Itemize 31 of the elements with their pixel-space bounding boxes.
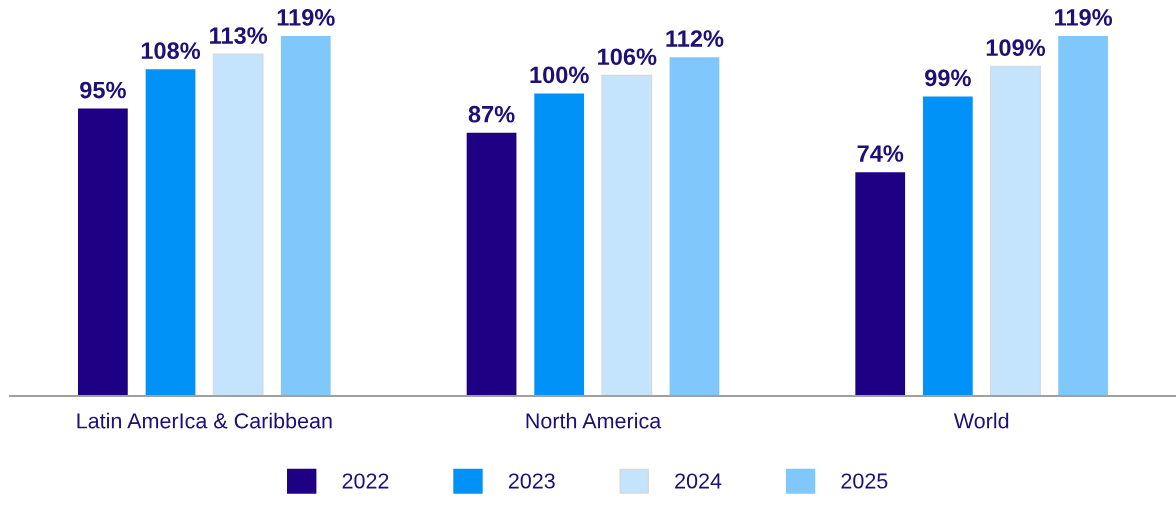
data-label: 109% bbox=[986, 39, 1046, 57]
bar bbox=[212, 53, 264, 396]
bar bbox=[78, 108, 128, 396]
data-label: 87% bbox=[468, 105, 515, 123]
legend-label: 2022 bbox=[342, 473, 389, 489]
data-label: 119% bbox=[277, 9, 335, 26]
bar bbox=[1058, 36, 1108, 396]
bar bbox=[855, 172, 906, 396]
bar bbox=[990, 65, 1041, 396]
data-label: 95% bbox=[80, 81, 126, 99]
x-tick-label: World bbox=[953, 412, 1009, 429]
x-tick-label: Latin AmerIca & Caribbean bbox=[77, 412, 332, 429]
bar bbox=[145, 69, 196, 396]
data-label: 112% bbox=[666, 30, 724, 47]
bar bbox=[534, 93, 585, 396]
data-label: 108% bbox=[141, 42, 201, 60]
data-label: 113% bbox=[210, 27, 268, 44]
x-tick-label: North America bbox=[526, 412, 662, 429]
legend-label: 2024 bbox=[675, 473, 722, 489]
data-label: 119% bbox=[1055, 9, 1113, 26]
bar bbox=[669, 57, 720, 396]
data-label: 74% bbox=[857, 145, 904, 162]
legend-label: 2025 bbox=[841, 473, 888, 489]
data-label: 106% bbox=[598, 48, 657, 66]
legend-label: 2023 bbox=[508, 473, 555, 489]
data-label: 99% bbox=[925, 69, 971, 87]
bar bbox=[601, 74, 653, 396]
data-label: 100% bbox=[530, 66, 589, 84]
bar bbox=[922, 96, 973, 396]
bar bbox=[466, 132, 517, 396]
bar bbox=[280, 36, 331, 396]
